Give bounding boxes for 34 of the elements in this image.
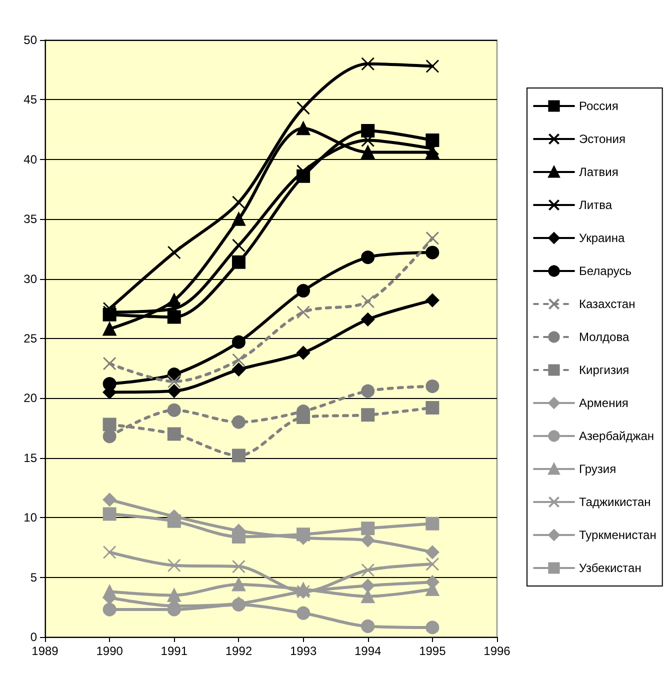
y-tick-label: 25: [24, 332, 38, 346]
legend-label: Латвия: [579, 165, 618, 179]
x-tick-label: 1992: [225, 644, 252, 658]
y-tick-label: 35: [24, 212, 38, 226]
legend-label: Узбекистан: [579, 561, 642, 575]
y-tick-label: 30: [24, 272, 38, 286]
legend-label: Киргизия: [579, 363, 630, 377]
legend-label: Молдова: [579, 330, 630, 344]
y-tick-label: 50: [24, 33, 38, 47]
legend-label: Казахстан: [579, 297, 636, 311]
legend-label: Таджикистан: [579, 495, 651, 509]
legend-label: Эстония: [579, 132, 626, 146]
legend-label: Туркменистан: [579, 528, 656, 542]
x-tick-label: 1991: [160, 644, 188, 658]
y-tick-label: 15: [24, 450, 38, 465]
legend-label: Россия: [579, 99, 618, 113]
x-tick-label: 1995: [419, 644, 446, 658]
x-tick-label: 1996: [484, 644, 511, 658]
y-tick-label: 0: [30, 630, 38, 644]
y-tick-label: 10: [24, 510, 38, 525]
legend-label: Азербайджан: [579, 429, 654, 443]
y-tick-label: 5: [30, 570, 38, 584]
legend-label: Украина: [579, 231, 626, 245]
x-tick-label: 1994: [354, 644, 382, 658]
y-tick-label: 40: [24, 152, 38, 166]
legend-label: Армения: [579, 396, 628, 410]
x-tick-label: 1989: [32, 644, 59, 658]
x-tick-label: 1993: [290, 644, 317, 658]
x-tick-label: 1990: [96, 644, 124, 658]
y-tick-label: 45: [24, 92, 38, 107]
legend-label: Грузия: [579, 462, 616, 476]
legend-label: Литва: [579, 198, 612, 212]
legend-label: Беларусь: [579, 264, 632, 278]
y-tick-label: 20: [24, 391, 38, 406]
